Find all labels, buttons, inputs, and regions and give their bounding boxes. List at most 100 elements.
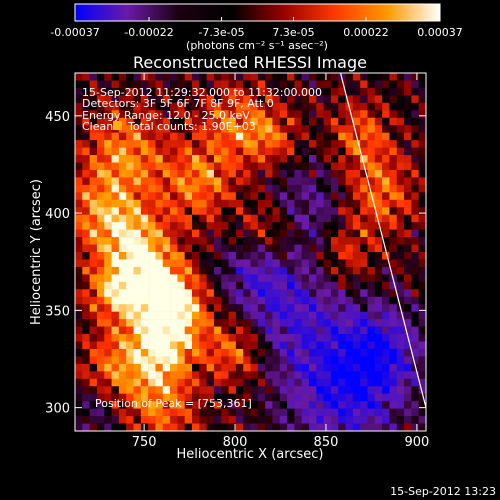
heatmap-cell <box>104 378 112 387</box>
heatmap-cell <box>228 80 237 89</box>
heatmap-cell <box>265 289 273 298</box>
heatmap-cell <box>221 401 229 409</box>
heatmap-cell <box>170 348 178 357</box>
heatmap-cell <box>418 132 426 141</box>
heatmap-cell <box>330 319 339 327</box>
heatmap-cell <box>287 162 295 171</box>
heatmap-cell <box>389 117 398 126</box>
heatmap-cell <box>192 244 200 253</box>
heatmap-cell <box>323 147 332 156</box>
heatmap-cell <box>257 229 266 238</box>
heatmap-cell <box>418 319 426 327</box>
heatmap-cell <box>294 229 302 238</box>
heatmap-cell <box>221 423 229 431</box>
heatmap-cell <box>192 162 200 171</box>
heatmap-cell <box>396 169 405 178</box>
heatmap-cell <box>294 371 302 380</box>
heatmap-cell <box>287 125 295 133</box>
heatmap-cell <box>170 304 178 312</box>
heatmap-cell <box>111 147 120 156</box>
heatmap-cell <box>206 125 215 133</box>
heatmap-cell <box>250 334 259 342</box>
heatmap-cell <box>228 117 237 126</box>
heatmap-cell <box>206 192 215 201</box>
heatmap-cell <box>75 341 83 350</box>
heatmap-cell <box>279 393 288 402</box>
heatmap-cell <box>184 207 193 216</box>
heatmap-cell <box>250 237 259 245</box>
heatmap-cell <box>162 319 171 327</box>
heatmap-cell <box>279 95 288 104</box>
heatmap-cell <box>389 162 398 171</box>
heatmap-cell <box>213 341 222 350</box>
heatmap-cell <box>330 266 339 275</box>
heatmap-cell <box>155 326 164 335</box>
heatmap-cell <box>199 319 207 327</box>
heatmap-cell <box>148 140 156 148</box>
heatmap-cell <box>133 155 142 163</box>
heatmap-cell <box>199 341 207 350</box>
heatmap-cell <box>404 87 412 96</box>
heatmap-cell <box>126 281 134 290</box>
heatmap-cell <box>96 401 105 409</box>
heatmap-cell <box>279 326 288 335</box>
heatmap-cell <box>301 237 310 245</box>
heatmap-cell <box>345 222 354 230</box>
heatmap-cell <box>396 140 405 148</box>
heatmap-cell <box>228 237 237 245</box>
heatmap-cell <box>330 125 339 133</box>
heatmap-cell <box>126 162 134 171</box>
heatmap-cell <box>126 102 134 111</box>
heatmap-cell <box>111 132 120 141</box>
heatmap-cell <box>206 378 215 387</box>
heatmap-cell <box>184 423 193 431</box>
heatmap-cell <box>228 110 237 119</box>
heatmap-cell <box>206 117 215 126</box>
colorbar-tick-label: 0.00022 <box>343 26 389 39</box>
heatmap-cell <box>206 371 215 380</box>
heatmap-cell <box>170 281 178 290</box>
heatmap-cell <box>396 363 405 372</box>
heatmap-cell <box>396 117 405 126</box>
heatmap-cell <box>170 155 178 163</box>
heatmap-cell <box>75 274 83 283</box>
heatmap-cell <box>199 356 207 365</box>
heatmap-cell <box>330 80 339 89</box>
heatmap-cell <box>396 356 405 365</box>
heatmap-cell <box>111 311 120 320</box>
heatmap-cell <box>89 259 98 268</box>
heatmap-cell <box>170 341 178 350</box>
heatmap-cell <box>155 169 164 178</box>
heatmap-cell <box>213 229 222 238</box>
heatmap-cell <box>162 244 171 253</box>
heatmap-cell <box>118 259 127 268</box>
heatmap-cell <box>162 222 171 230</box>
heatmap-cell <box>374 214 383 223</box>
heatmap-cell <box>199 252 207 260</box>
heatmap-cell <box>243 311 251 320</box>
heatmap-cell <box>316 73 324 81</box>
heatmap-cell <box>411 408 419 417</box>
heatmap-cell <box>235 177 244 186</box>
heatmap-cell <box>330 296 339 305</box>
heatmap-cell <box>170 401 178 409</box>
heatmap-cell <box>104 363 112 372</box>
heatmap-cell <box>411 155 419 163</box>
heatmap-cell <box>294 393 302 402</box>
heatmap-cell <box>257 393 266 402</box>
heatmap-cell <box>352 237 361 245</box>
heatmap-cell <box>133 207 142 216</box>
heatmap-cell <box>177 363 185 372</box>
heatmap-cell <box>82 341 90 350</box>
heatmap-cell <box>330 73 339 81</box>
heatmap-cell <box>170 289 178 298</box>
heatmap-cell <box>257 386 266 395</box>
heatmap-cell <box>170 416 178 424</box>
heatmap-cell <box>140 274 149 283</box>
heatmap-cell <box>228 169 237 178</box>
heatmap-cell <box>235 289 244 298</box>
heatmap-cell <box>257 237 266 245</box>
heatmap-cell <box>265 296 273 305</box>
heatmap-cell <box>243 237 251 245</box>
